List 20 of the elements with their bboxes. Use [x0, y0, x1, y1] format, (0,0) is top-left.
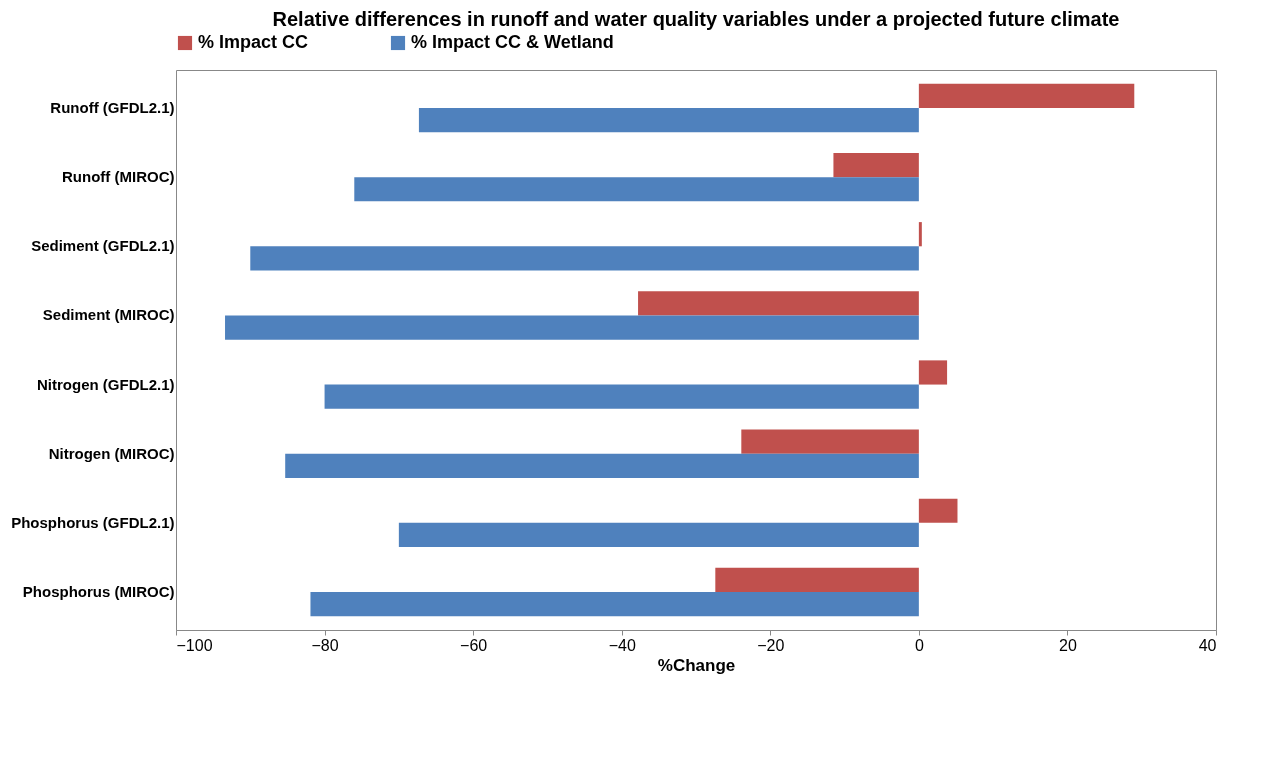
y-tick-label: Nitrogen (MIROC) [48, 444, 175, 462]
chart-title: Relative differences in runoff and water quality variables under a projected future climate [272, 8, 1120, 30]
legend-label: % Impact CC & Wetland [411, 32, 614, 52]
y-tick-label: Nitrogen (GFDL2.1) [37, 375, 175, 393]
x-tick-label: −100 [176, 636, 213, 654]
x-tick-label: −60 [460, 636, 488, 654]
y-tick-label: Phosphorus (MIROC) [22, 582, 175, 600]
x-tick-label: 40 [1198, 636, 1217, 654]
y-tick-label: Runoff (MIROC) [62, 168, 175, 186]
legend-label: % Impact CC [198, 32, 309, 52]
y-tick-label: Sediment (GFDL2.1) [31, 237, 175, 255]
x-axis-title: %Change [657, 655, 736, 675]
x-tick-label: 0 [914, 636, 924, 654]
x-tick-label: −40 [608, 636, 636, 654]
x-tick-label: 20 [1059, 636, 1077, 654]
x-tick-label: −20 [757, 636, 785, 654]
y-tick-label: Phosphorus (GFDL2.1) [11, 513, 175, 531]
x-tick-label: −80 [311, 636, 339, 654]
y-tick-label: Runoff (GFDL2.1) [50, 99, 175, 117]
y-tick-label: Sediment (MIROC) [42, 306, 175, 324]
